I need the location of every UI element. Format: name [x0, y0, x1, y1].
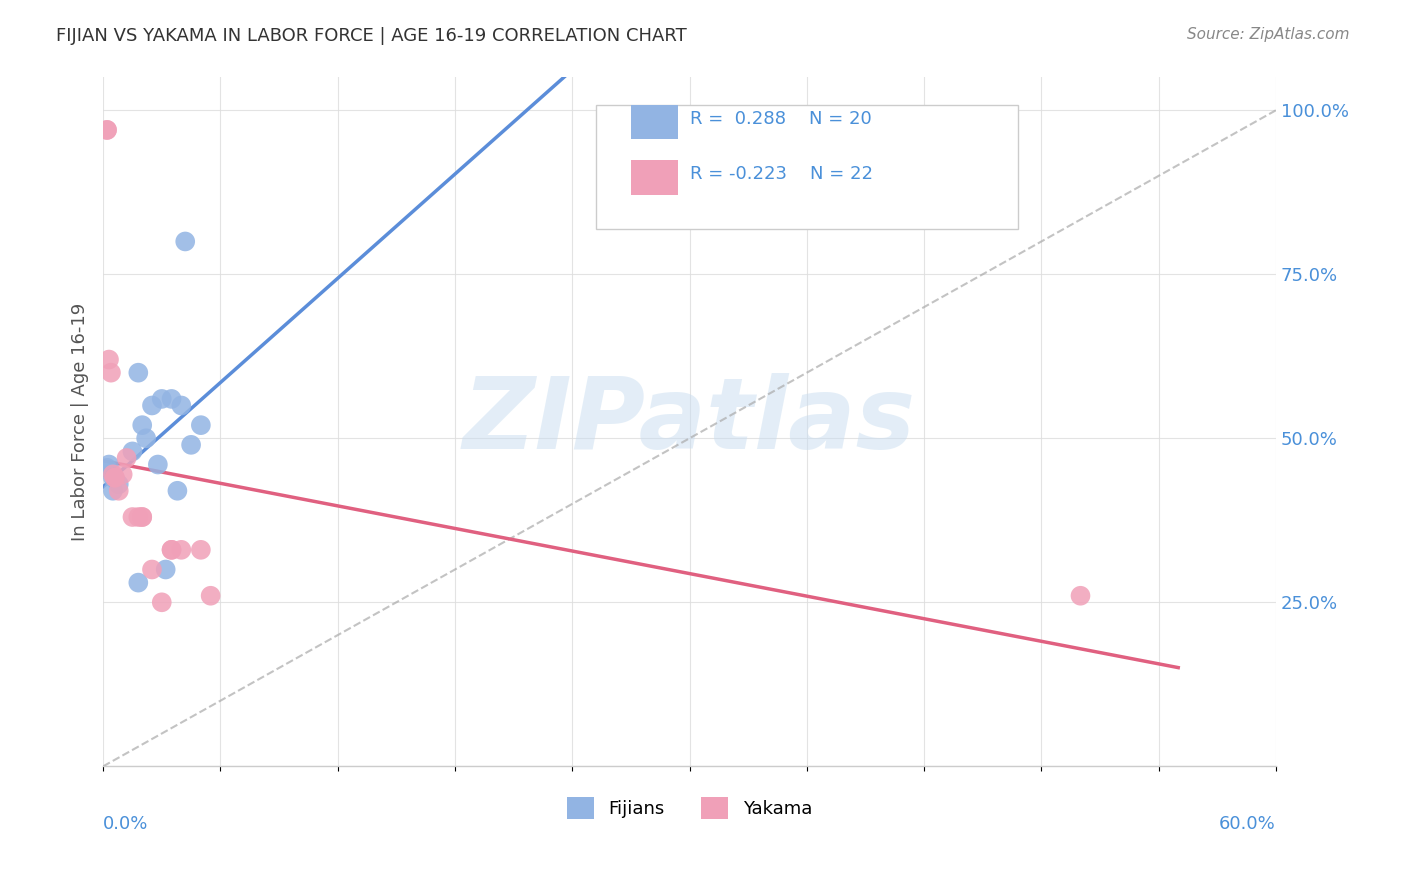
- Y-axis label: In Labor Force | Age 16-19: In Labor Force | Age 16-19: [72, 302, 89, 541]
- Point: [160, 392, 183, 406]
- Legend: Fijians, Yakama: Fijians, Yakama: [560, 789, 820, 826]
- Text: 0.0%: 0.0%: [103, 814, 149, 832]
- Point: [200, 589, 222, 603]
- Point: [141, 399, 163, 413]
- Point: [98, 352, 121, 367]
- Point: [101, 467, 124, 482]
- Point: [180, 438, 202, 452]
- Point: [127, 510, 149, 524]
- Text: Source: ZipAtlas.com: Source: ZipAtlas.com: [1187, 27, 1350, 42]
- Bar: [631, 105, 678, 139]
- Bar: [631, 160, 678, 194]
- Point: [1069, 589, 1091, 603]
- Point: [104, 470, 127, 484]
- Point: [131, 418, 153, 433]
- Point: [150, 595, 173, 609]
- Point: [170, 542, 193, 557]
- Point: [146, 458, 169, 472]
- Point: [131, 510, 153, 524]
- Point: [190, 542, 212, 557]
- Point: [101, 483, 124, 498]
- Point: [100, 366, 122, 380]
- Point: [107, 483, 129, 498]
- Point: [135, 431, 157, 445]
- Point: [166, 483, 188, 498]
- Point: [111, 467, 134, 482]
- Point: [127, 366, 149, 380]
- Point: [104, 470, 127, 484]
- Point: [96, 123, 118, 137]
- Point: [190, 418, 212, 433]
- Point: [101, 470, 124, 484]
- Point: [150, 392, 173, 406]
- Point: [121, 444, 143, 458]
- Text: FIJIAN VS YAKAMA IN LABOR FORCE | AGE 16-19 CORRELATION CHART: FIJIAN VS YAKAMA IN LABOR FORCE | AGE 16…: [56, 27, 688, 45]
- Point: [107, 477, 129, 491]
- Text: 60.0%: 60.0%: [1219, 814, 1277, 832]
- Point: [160, 542, 183, 557]
- Point: [127, 575, 149, 590]
- Point: [160, 542, 183, 557]
- Point: [98, 458, 121, 472]
- Point: [131, 510, 153, 524]
- Point: [115, 450, 138, 465]
- Point: [121, 510, 143, 524]
- Text: ZIPatlas: ZIPatlas: [463, 374, 917, 470]
- Point: [170, 399, 193, 413]
- Text: R =  0.288    N = 20: R = 0.288 N = 20: [689, 110, 872, 128]
- Text: R = -0.223    N = 22: R = -0.223 N = 22: [689, 165, 873, 183]
- Point: [141, 562, 163, 576]
- Point: [96, 123, 118, 137]
- Point: [155, 562, 177, 576]
- Point: [96, 460, 118, 475]
- FancyBboxPatch shape: [596, 105, 1018, 229]
- Point: [174, 235, 197, 249]
